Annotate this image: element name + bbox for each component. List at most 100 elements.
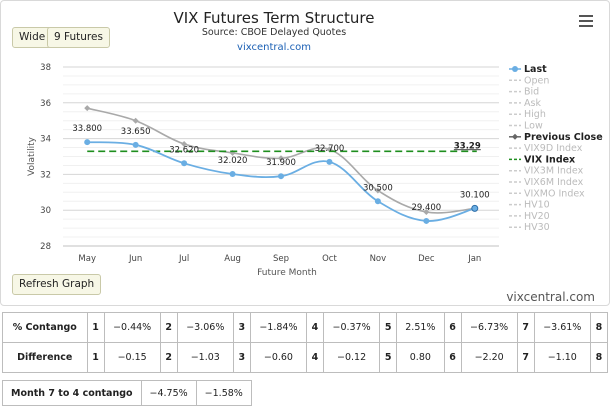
x-tick-label: Nov [370, 254, 387, 264]
stats-table: % Contango 1 −0.44% 2 −3.06% 3 −1.84% 4 … [2, 312, 609, 373]
x-tick-label: Sep [273, 254, 289, 264]
contango-cell: −3.61% [533, 312, 591, 343]
hamburger-menu-icon[interactable] [579, 15, 593, 27]
x-tick-label: Jul [178, 254, 189, 264]
index-cell: 4 [305, 312, 325, 343]
y-tick-label: 38 [40, 63, 51, 73]
last-point [132, 141, 139, 148]
difference-cell: −2.20 [460, 342, 518, 373]
index-cell: 7 [516, 312, 535, 343]
last-point [471, 204, 479, 212]
difference-cell: 0.80 [396, 342, 445, 373]
contango-cell: −0.37% [323, 312, 381, 343]
legend-item-label[interactable]: Low [524, 121, 543, 132]
previous-close-point [132, 117, 139, 124]
contango-cell: −3.06% [176, 312, 234, 343]
difference-row: Difference 1 −0.15 2 −1.03 3 −0.60 4 −0.… [2, 342, 609, 373]
y-axis-title: Volatility [27, 136, 37, 176]
legend-item-label[interactable]: VIX Index [524, 154, 575, 165]
y-tick-label: 30 [40, 206, 51, 216]
index-cell: 3 [232, 342, 251, 373]
legend-item-label[interactable]: VIXMO Index [524, 188, 585, 199]
refresh-graph-button[interactable]: Refresh Graph [12, 274, 102, 295]
previous-close-point [181, 140, 188, 147]
x-tick-label: May [78, 254, 96, 264]
last-point [374, 198, 381, 205]
last-point [278, 173, 284, 180]
x-tick-label: Jun [128, 254, 142, 264]
x-tick-label: Jan [467, 254, 481, 264]
last-point [326, 158, 333, 165]
legend-item-label[interactable]: Previous Close [524, 132, 603, 143]
index-cell: 1 [86, 312, 105, 343]
last-data-label: 32.620 [169, 145, 199, 155]
last-data-label: 29.400 [411, 203, 441, 213]
index-cell: 3 [232, 312, 251, 343]
index-cell: 5 [379, 342, 398, 373]
legend-item-label[interactable]: VIX9D Index [524, 143, 583, 154]
legend-item-label[interactable]: HV30 [524, 222, 550, 233]
legend-item-label[interactable]: Bid [524, 87, 539, 98]
last-data-label: 30.500 [363, 183, 393, 193]
index-cell: 6 [443, 312, 462, 343]
nine-futures-button[interactable]: 9 Futures [47, 27, 110, 48]
index-cell: 7 [516, 342, 535, 373]
difference-cell: −0.15 [103, 342, 161, 373]
chart-panel: Wide 9 Futures VIX Futures Term Structur… [0, 0, 610, 306]
last-data-label: 33.800 [72, 124, 102, 134]
legend-item-label[interactable]: Last [524, 64, 547, 75]
legend-item-label[interactable]: HV10 [524, 200, 550, 211]
last-data-label: 32.700 [315, 144, 345, 154]
label-layer: 33.29 33.800 33.650 32.620 32.020 31.900 32.70… [72, 124, 489, 213]
contango-cell: 2.51% [396, 312, 445, 343]
footer-site-link[interactable]: vixcentral.com [506, 290, 595, 304]
legend-item-label[interactable]: High [524, 109, 546, 120]
legend-item-label[interactable]: VIX6M Index [524, 177, 584, 188]
index-cell: 2 [159, 312, 178, 343]
axis-layer: 28 30 32 34 36 38 May Jun Jul Aug Sep Oct Nov Dec Jan F… [27, 63, 499, 278]
previous-close-point [374, 187, 381, 194]
legend-item-label[interactable]: HV20 [524, 211, 550, 222]
previous-close-point [278, 155, 284, 162]
difference-cell: −0.60 [249, 342, 307, 373]
month-contango-table: Month 7 to 4 contango −4.75% −1.58% [2, 380, 252, 406]
x-tick-label: Aug [224, 254, 241, 264]
contango-cell: −6.73% [460, 312, 518, 343]
index-cell: 2 [159, 342, 178, 373]
previous-close-point [84, 105, 91, 112]
chart-subtitle: Source: CBOE Delayed Quotes [201, 27, 347, 38]
last-data-label: 31.900 [266, 158, 296, 168]
x-tick-label: Oct [322, 254, 337, 264]
y-tick-label: 36 [40, 99, 51, 109]
last-data-label: 30.100 [460, 190, 490, 200]
last-data-label: 32.020 [218, 156, 248, 166]
y-tick-label: 32 [40, 170, 51, 180]
contango-row: % Contango 1 −0.44% 2 −3.06% 3 −1.84% 4 … [2, 312, 609, 343]
y-tick-label: 28 [40, 242, 51, 252]
index-cell: 8 [589, 312, 609, 343]
y-tick-label: 34 [40, 135, 51, 145]
index-cell: 4 [305, 342, 325, 373]
difference-cell: −0.12 [323, 342, 381, 373]
difference-row-header: Difference [2, 342, 88, 373]
last-point [84, 139, 91, 146]
month-contango-value-2: −1.58% [195, 380, 252, 406]
site-link[interactable]: vixcentral.com [237, 42, 311, 53]
difference-cell: −1.03 [176, 342, 234, 373]
x-axis-title: Future Month [257, 268, 317, 278]
chart-svg: 28 30 32 34 36 38 May Jun Jul Aug Sep Oct Nov Dec Jan F… [27, 63, 603, 278]
index-cell: 1 [86, 342, 105, 373]
last-point [229, 171, 236, 178]
contango-cell: −0.44% [103, 312, 161, 343]
legend-item-label[interactable]: VIX3M Index [524, 166, 584, 177]
chart-title: VIX Futures Term Structure [173, 9, 375, 27]
legend-item-label[interactable]: Open [524, 75, 549, 86]
legend-item-label[interactable]: Ask [524, 98, 541, 109]
contango-row-header: % Contango [2, 312, 88, 343]
last-point [423, 217, 430, 224]
contango-cell: −1.84% [249, 312, 307, 343]
difference-cell: −1.10 [533, 342, 591, 373]
index-cell: 8 [589, 342, 609, 373]
index-cell: 6 [443, 342, 462, 373]
